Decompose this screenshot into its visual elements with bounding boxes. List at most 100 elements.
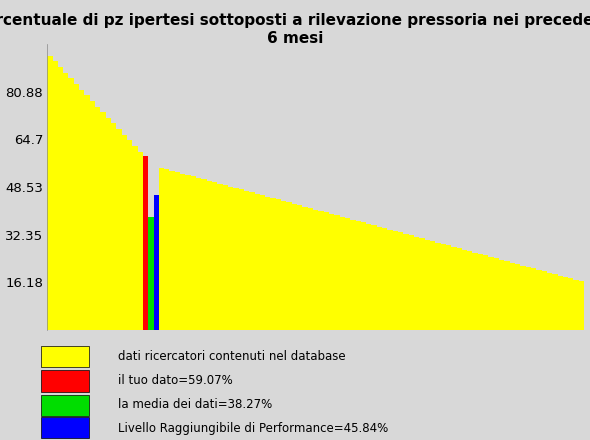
- Bar: [467, 251, 473, 330]
- Bar: [478, 254, 483, 330]
- Bar: [558, 275, 563, 330]
- Bar: [116, 129, 122, 330]
- Bar: [180, 174, 185, 330]
- Bar: [547, 273, 552, 330]
- FancyBboxPatch shape: [41, 346, 88, 367]
- Bar: [153, 195, 159, 330]
- Bar: [366, 224, 372, 330]
- Bar: [451, 247, 457, 330]
- Bar: [148, 217, 153, 330]
- Bar: [249, 192, 254, 330]
- Bar: [414, 237, 419, 330]
- FancyBboxPatch shape: [41, 370, 88, 392]
- Bar: [111, 124, 116, 330]
- Bar: [335, 215, 340, 330]
- Bar: [137, 152, 143, 330]
- Bar: [212, 182, 217, 330]
- Bar: [100, 112, 106, 330]
- Bar: [291, 204, 297, 330]
- Bar: [143, 156, 148, 330]
- Bar: [531, 268, 536, 330]
- Bar: [520, 266, 526, 330]
- Bar: [217, 183, 222, 330]
- Bar: [542, 271, 547, 330]
- Bar: [175, 172, 180, 330]
- Bar: [393, 231, 398, 330]
- Bar: [489, 257, 494, 330]
- Bar: [260, 195, 265, 330]
- FancyBboxPatch shape: [41, 417, 88, 438]
- Text: la media dei dati=38.27%: la media dei dati=38.27%: [118, 398, 272, 411]
- Bar: [244, 191, 249, 330]
- Bar: [494, 258, 499, 330]
- Bar: [270, 198, 276, 330]
- Bar: [329, 214, 335, 330]
- Bar: [446, 246, 451, 330]
- Text: dati ricercatori contenuti nel database: dati ricercatori contenuti nel database: [118, 350, 346, 363]
- Bar: [238, 189, 244, 330]
- Bar: [568, 279, 573, 330]
- Bar: [74, 84, 79, 330]
- Bar: [579, 281, 584, 330]
- Bar: [573, 280, 579, 330]
- Bar: [297, 205, 302, 330]
- Bar: [58, 67, 63, 330]
- Bar: [95, 106, 100, 330]
- Bar: [536, 270, 542, 330]
- Bar: [233, 188, 238, 330]
- Bar: [286, 202, 291, 330]
- Bar: [106, 118, 111, 330]
- Bar: [340, 216, 345, 330]
- Bar: [350, 220, 356, 330]
- Bar: [425, 240, 430, 330]
- Bar: [196, 178, 201, 330]
- Bar: [276, 199, 281, 330]
- Bar: [404, 234, 409, 330]
- Bar: [228, 187, 233, 330]
- Bar: [504, 261, 510, 330]
- Bar: [345, 218, 350, 330]
- Bar: [388, 230, 393, 330]
- Bar: [526, 267, 531, 330]
- Bar: [441, 244, 446, 330]
- Bar: [302, 207, 307, 330]
- Bar: [84, 95, 90, 330]
- Bar: [563, 277, 568, 330]
- Bar: [265, 197, 270, 330]
- Bar: [356, 221, 361, 330]
- Bar: [499, 260, 504, 330]
- FancyBboxPatch shape: [41, 395, 88, 416]
- Bar: [398, 232, 404, 330]
- Bar: [473, 253, 478, 330]
- Bar: [206, 181, 212, 330]
- Bar: [457, 248, 462, 330]
- Bar: [307, 208, 313, 330]
- Bar: [377, 227, 382, 330]
- Bar: [483, 256, 489, 330]
- Bar: [222, 185, 228, 330]
- Bar: [201, 180, 206, 330]
- Bar: [122, 135, 127, 330]
- Bar: [281, 201, 286, 330]
- Bar: [53, 62, 58, 330]
- Bar: [515, 264, 520, 330]
- Bar: [409, 235, 414, 330]
- Bar: [430, 241, 435, 330]
- Bar: [419, 238, 425, 330]
- Bar: [47, 56, 53, 330]
- Bar: [435, 242, 441, 330]
- Bar: [319, 211, 324, 330]
- Bar: [382, 228, 388, 330]
- Bar: [361, 223, 366, 330]
- Bar: [169, 171, 175, 330]
- Bar: [185, 175, 191, 330]
- Bar: [127, 140, 132, 330]
- Text: Percentuale di pz ipertesi sottoposti a rilevazione pressoria nei precedenti
6 m: Percentuale di pz ipertesi sottoposti a …: [0, 13, 590, 46]
- Bar: [254, 194, 260, 330]
- Text: il tuo dato=59.07%: il tuo dato=59.07%: [118, 374, 232, 388]
- Bar: [68, 78, 74, 330]
- Bar: [164, 169, 169, 330]
- Bar: [132, 146, 137, 330]
- Bar: [191, 176, 196, 330]
- Bar: [79, 90, 84, 330]
